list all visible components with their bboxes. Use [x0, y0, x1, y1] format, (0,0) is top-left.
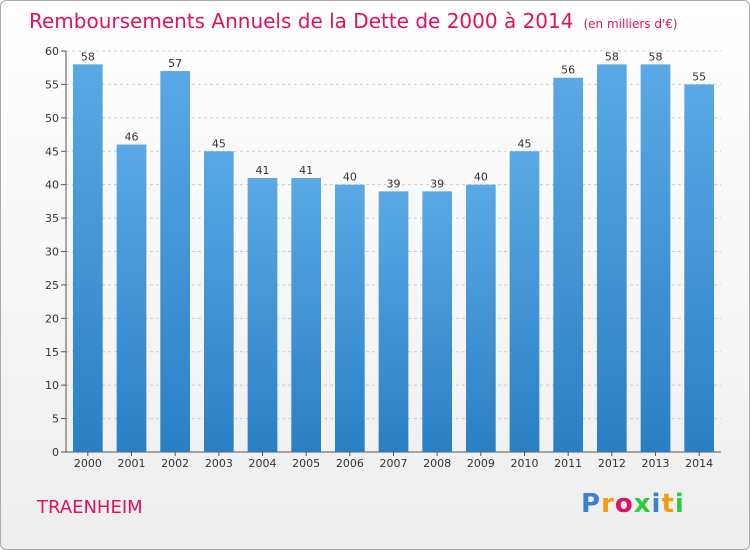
data-label-2011: 56: [561, 64, 575, 77]
logo-letter: t: [661, 489, 675, 519]
y-tick-label: 45: [45, 145, 59, 158]
bar-2003: [203, 151, 234, 452]
data-label-2010: 45: [518, 137, 532, 150]
y-tick-label: 10: [45, 379, 59, 392]
y-tick-label: 5: [52, 413, 59, 426]
y-tick-label: 0: [52, 446, 59, 459]
logo-letter: r: [601, 489, 615, 519]
data-label-2013: 58: [649, 50, 663, 63]
x-tick-label-2006: 2006: [336, 457, 364, 470]
data-label-2008: 39: [430, 177, 444, 190]
bar-2005: [291, 177, 322, 452]
x-tick-label-2000: 2000: [74, 457, 102, 470]
y-tick-label: 55: [45, 78, 59, 91]
bar-2011: [553, 77, 584, 452]
bar-2009: [465, 184, 496, 452]
x-tick-label-2001: 2001: [118, 457, 146, 470]
x-tick-label-2010: 2010: [511, 457, 539, 470]
data-label-2005: 41: [299, 164, 313, 177]
bar-2000: [72, 64, 103, 452]
x-tick-label-2005: 2005: [292, 457, 320, 470]
logo-letter: x: [633, 489, 652, 519]
y-tick-label: 30: [45, 246, 59, 259]
chart-title: Remboursements Annuels de la Dette de 20…: [29, 9, 678, 33]
y-tick-label: 50: [45, 112, 59, 125]
data-label-2004: 41: [256, 164, 270, 177]
bar-2013: [640, 64, 671, 452]
bar-2012: [596, 64, 627, 452]
proxiti-logo: Proxiti: [581, 489, 685, 519]
data-label-2009: 40: [474, 171, 488, 184]
y-tick-label: 20: [45, 312, 59, 325]
logo-letter: i: [651, 489, 662, 519]
data-label-2001: 46: [125, 131, 139, 144]
logo-letter: i: [674, 489, 685, 519]
chart-unit: (en milliers d'€): [583, 17, 678, 31]
data-label-2014: 55: [692, 70, 706, 83]
y-tick-label: 40: [45, 179, 59, 192]
x-tick-label-2013: 2013: [642, 457, 670, 470]
y-tick-label: 15: [45, 346, 59, 359]
chart-title-text: Remboursements Annuels de la Dette de 20…: [29, 9, 574, 33]
x-tick-label-2002: 2002: [161, 457, 189, 470]
bar-2001: [116, 144, 147, 453]
commune-name: TRAENHEIM: [37, 497, 143, 518]
bar-2007: [378, 191, 409, 452]
x-tick-label-2003: 2003: [205, 457, 233, 470]
x-tick-label-2007: 2007: [380, 457, 408, 470]
y-tick-label: 35: [45, 212, 59, 225]
bar-2002: [160, 71, 191, 453]
data-label-2003: 45: [212, 137, 226, 150]
data-label-2006: 40: [343, 171, 357, 184]
bar-2006: [334, 184, 365, 452]
bar-2004: [247, 177, 278, 452]
x-tick-label-2008: 2008: [423, 457, 451, 470]
x-tick-label-2014: 2014: [685, 457, 713, 470]
logo-letter: P: [581, 489, 602, 519]
y-tick-label: 60: [45, 45, 59, 58]
bar-2008: [422, 191, 453, 452]
bar-2010: [509, 151, 540, 452]
y-tick-label: 25: [45, 279, 59, 292]
x-tick-label-2009: 2009: [467, 457, 495, 470]
data-label-2002: 57: [168, 57, 182, 70]
x-tick-label-2004: 2004: [249, 457, 277, 470]
data-label-2000: 58: [81, 50, 95, 63]
data-label-2007: 39: [387, 177, 401, 190]
bar-2014: [684, 84, 715, 453]
data-label-2012: 58: [605, 50, 619, 63]
x-tick-label-2011: 2011: [554, 457, 582, 470]
logo-letter: o: [614, 489, 634, 519]
x-tick-label-2012: 2012: [598, 457, 626, 470]
